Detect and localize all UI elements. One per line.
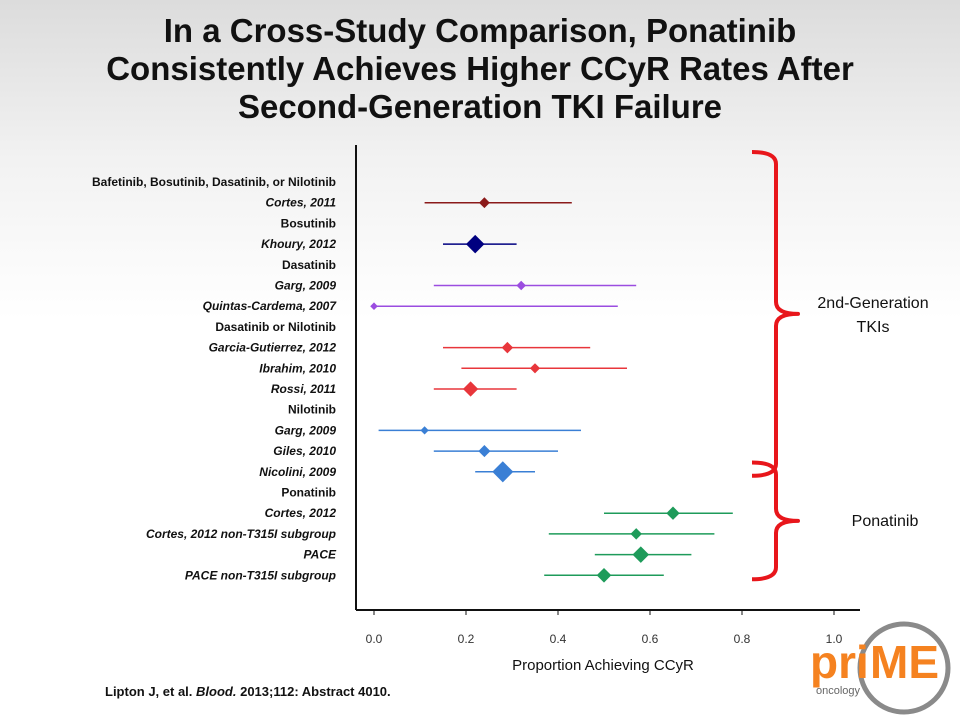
study-label: Garg, 2009 (275, 279, 337, 293)
prime-oncology-logo: pri ME oncology (810, 621, 951, 715)
group-bracket (751, 460, 800, 582)
group-bracket (751, 150, 800, 478)
group-label: TKIs (857, 319, 890, 336)
study-label: Khoury, 2012 (261, 237, 336, 251)
logo-text-pri: pri (810, 636, 869, 688)
study-label: Quintas-Cardema, 2007 (203, 299, 338, 313)
citation-authors: Lipton J, et al. (105, 684, 193, 699)
point-estimate-marker (492, 461, 514, 483)
point-estimate-marker (596, 567, 612, 583)
group-header-label: Bafetinib, Bosutinib, Dasatinib, or Nilo… (92, 175, 336, 189)
point-estimate-marker (666, 506, 680, 520)
study-label: Cortes, 2012 non-T315I subgroup (146, 527, 336, 541)
slide-title: In a Cross-Study Comparison, Ponatinib C… (20, 12, 940, 126)
x-tick-label: 0.4 (550, 632, 567, 646)
point-estimate-marker (630, 528, 642, 540)
group-header-label: Dasatinib (282, 258, 336, 272)
study-label: Garg, 2009 (275, 423, 337, 437)
study-label: Giles, 2010 (273, 444, 336, 458)
group-header-label: Ponatinib (281, 486, 336, 500)
x-tick-label: 0.2 (458, 632, 475, 646)
point-estimate-marker (478, 445, 491, 458)
study-label: PACE (304, 548, 337, 562)
point-estimate-marker (370, 302, 378, 310)
study-label: Garcia-Gutierrez, 2012 (209, 341, 337, 355)
point-estimate-marker (479, 197, 490, 209)
point-estimate-marker (462, 381, 479, 397)
logo-subtext: oncology (816, 685, 861, 697)
study-label: Cortes, 2011 (266, 196, 337, 210)
point-estimate-marker (501, 341, 514, 354)
group-label: 2nd-Generation (817, 295, 928, 312)
study-label: PACE non-T315I subgroup (185, 568, 336, 582)
point-estimate-marker (465, 234, 485, 254)
x-axis-title: Proportion Achieving CCyR (512, 657, 694, 674)
group-header-label: Dasatinib or Nilotinib (215, 320, 336, 334)
x-tick-label: 0.6 (642, 632, 659, 646)
citation: Lipton J, et al. Blood. 2013;112: Abstra… (105, 684, 391, 699)
logo-ring (857, 621, 951, 715)
x-tick-label: 0.0 (366, 632, 383, 646)
study-label: Nicolini, 2009 (259, 465, 336, 479)
group-label: Ponatinib (852, 513, 919, 530)
study-label: Ibrahim, 2010 (259, 361, 336, 375)
point-estimate-marker (420, 426, 429, 435)
group-header-label: Bosutinib (281, 216, 336, 230)
citation-journal: Blood. (196, 684, 237, 699)
slide-title-line-1: In a Cross-Study Comparison, Ponatinib (163, 12, 797, 49)
point-estimate-marker (529, 363, 541, 374)
citation-details: 2013;112: Abstract 4010. (240, 684, 391, 699)
point-estimate-marker (516, 280, 526, 291)
x-tick-label: 0.8 (734, 632, 751, 646)
study-label: Rossi, 2011 (271, 382, 336, 396)
group-header-label: Nilotinib (288, 403, 336, 417)
x-tick-label: 1.0 (826, 632, 843, 646)
point-estimate-marker (632, 546, 650, 563)
logo-text-me: ME (870, 636, 939, 688)
slide-title-line-2: Consistently Achieves Higher CCyR Rates … (106, 50, 854, 87)
study-label: Cortes, 2012 (265, 506, 337, 520)
slide-title-line-3: Second-Generation TKI Failure (237, 88, 723, 125)
